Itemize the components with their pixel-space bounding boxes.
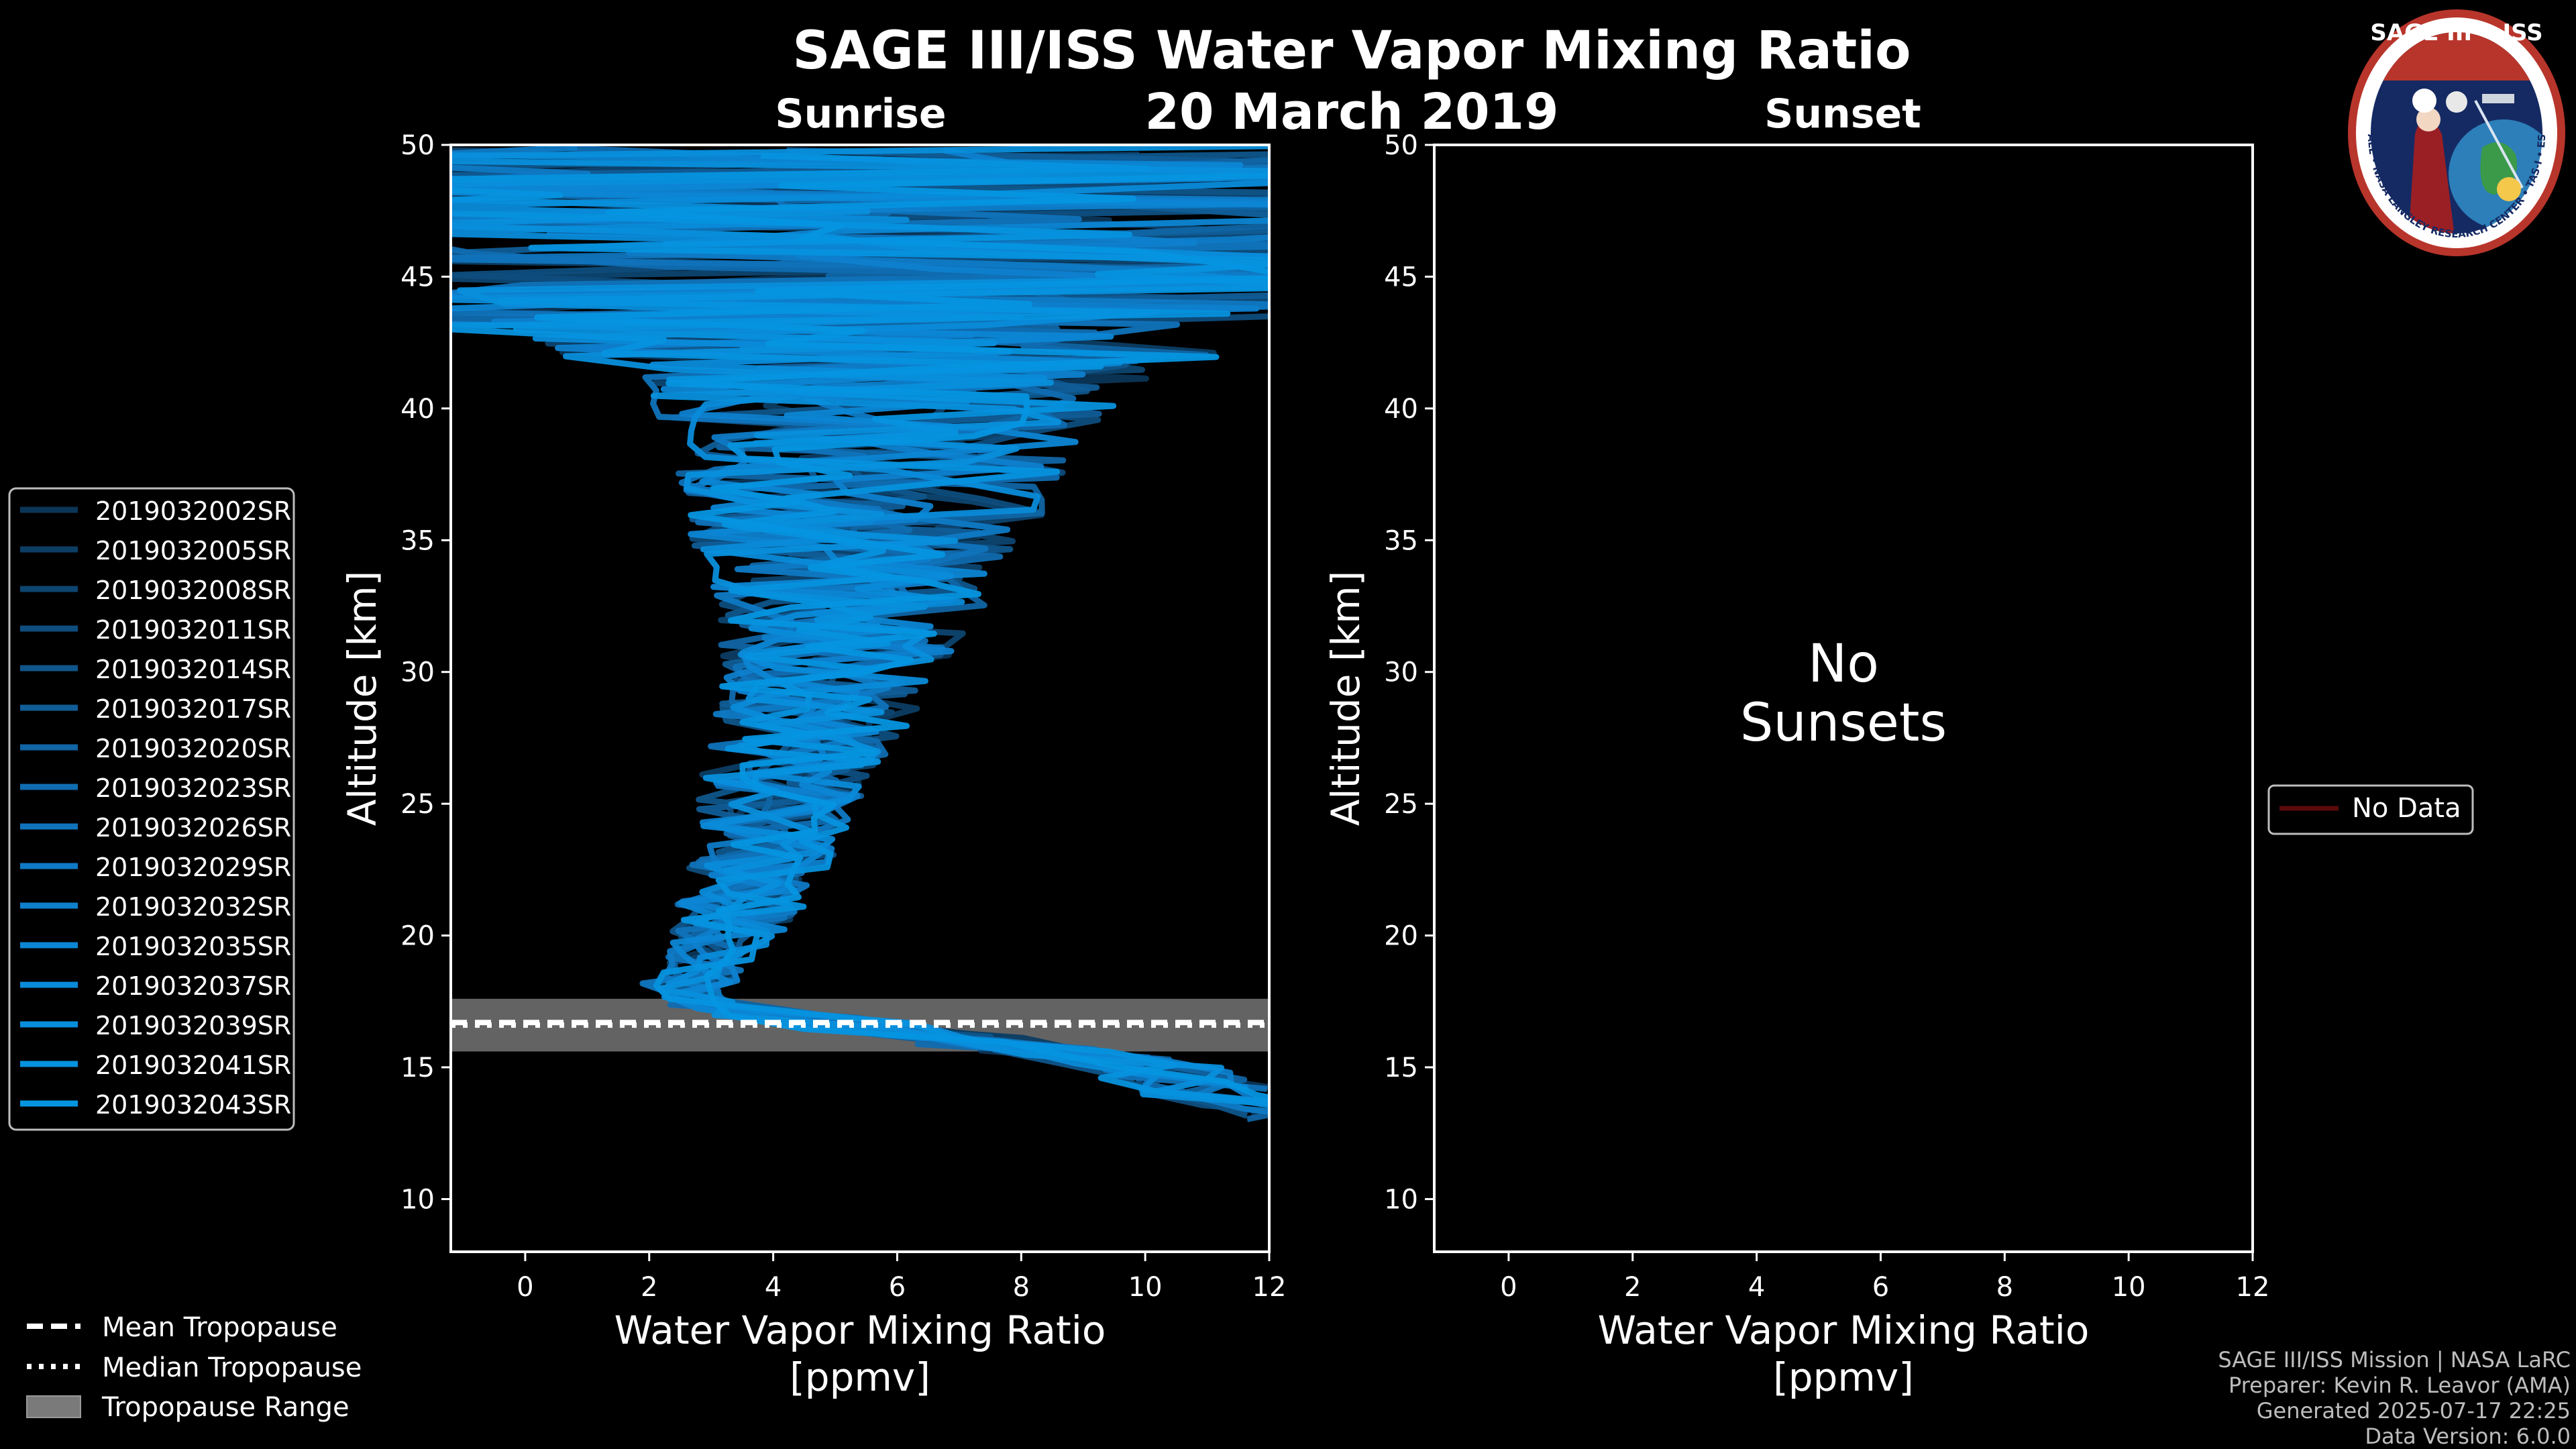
footer-line: Data Version: 6.0.0 bbox=[2365, 1424, 2571, 1449]
profile-line-2019032043SR bbox=[534, 172, 1269, 1101]
legend-label-2019032043SR: 2019032043SR bbox=[95, 1090, 291, 1120]
sunset-y-tick-label: 50 bbox=[1384, 130, 1418, 161]
sunset-subtitle: Sunset bbox=[1764, 91, 1921, 138]
legend-label-2019032037SR: 2019032037SR bbox=[95, 971, 291, 1001]
no-sunsets-annotation: No Sunsets bbox=[1740, 634, 1947, 753]
profile-line-2019032026SR bbox=[451, 164, 1269, 1092]
legend-label-2019032011SR: 2019032011SR bbox=[95, 615, 291, 645]
sunset-y-tick-label: 25 bbox=[1384, 789, 1418, 820]
sunrise-x-axis-label: Water Vapor Mixing Ratio [ppmv] bbox=[614, 1307, 1106, 1400]
sunrise-y-tick-label: 40 bbox=[400, 394, 435, 425]
sunset-y-tick-label: 15 bbox=[1384, 1053, 1418, 1083]
sunset-y-tick-label: 40 bbox=[1384, 394, 1418, 425]
sunrise-subtitle: Sunrise bbox=[775, 91, 946, 138]
sunrise-y-tick-label: 35 bbox=[400, 525, 435, 556]
sunset-legend-box bbox=[2267, 784, 2474, 835]
sunrise-y-tick-label: 15 bbox=[400, 1053, 435, 1083]
sunset-plot-frame bbox=[1433, 144, 2254, 1253]
sunrise-y-tick-label: 50 bbox=[400, 130, 435, 161]
footer-line: Preparer: Kevin R. Leavor (AMA) bbox=[2229, 1373, 2571, 1398]
sunset-y-tick-label: 20 bbox=[1384, 921, 1418, 952]
tropopause-legend: Mean Tropopause Median Tropopause Tropop… bbox=[26, 1312, 362, 1423]
sunset-x-tick-label: 4 bbox=[1748, 1272, 1765, 1303]
sunrise-x-tick-label: 6 bbox=[889, 1272, 906, 1303]
legend-label-2019032029SR: 2019032029SR bbox=[95, 853, 291, 882]
sunset-y-tick-label: 10 bbox=[1384, 1184, 1418, 1215]
sunset-x-axis-label: Water Vapor Mixing Ratio [ppmv] bbox=[1598, 1307, 2090, 1400]
tropopause-range-label: Tropopause Range bbox=[101, 1392, 350, 1423]
tropopause-range-swatch bbox=[26, 1395, 81, 1418]
sunrise-y-tick-label: 20 bbox=[400, 921, 435, 952]
footer-line: Generated 2025-07-17 22:25 bbox=[2257, 1398, 2571, 1424]
sunrise-x-tick-label: 2 bbox=[641, 1272, 657, 1303]
sunset-x-tick-label: 12 bbox=[2236, 1272, 2270, 1303]
sunset-x-tick-label: 8 bbox=[1996, 1272, 2013, 1303]
legend-label-2019032020SR: 2019032020SR bbox=[95, 734, 291, 763]
legend-label-2019032017SR: 2019032017SR bbox=[95, 694, 291, 724]
sunrise-legend: 2019032002SR 2019032005SR 2019032008SR 2019… bbox=[8, 487, 295, 1131]
legend-label-2019032035SR: 2019032035SR bbox=[95, 932, 291, 961]
sunrise-panel: 0 2 4 6 8 10 12 10 15 20 25 30 35 40 45 50 Altitude [km… bbox=[339, 130, 1287, 1400]
chart-title: SAGE III/ISS Water Vapor Mixing Ratio bbox=[792, 21, 1911, 81]
legend-label-2019032008SR: 2019032008SR bbox=[95, 576, 291, 605]
sunrise-y-tick-label: 30 bbox=[400, 657, 435, 688]
legend-label-2019032032SR: 2019032032SR bbox=[95, 892, 291, 922]
sunrise-x-tick-label: 8 bbox=[1013, 1272, 1030, 1303]
legend-label-2019032041SR: 2019032041SR bbox=[95, 1051, 291, 1080]
sunrise-legend-box bbox=[8, 487, 295, 1131]
legend-label-2019032014SR: 2019032014SR bbox=[95, 655, 291, 684]
sunset-legend: No Data bbox=[2267, 784, 2474, 835]
sunrise-plot-frame bbox=[449, 144, 1271, 1253]
footer-credits: SAGE III/ISS Mission | NASA LaRCPreparer… bbox=[2218, 1347, 2571, 1449]
chart-date: 20 March 2019 bbox=[1144, 83, 1558, 141]
legend-label-2019032002SR: 2019032002SR bbox=[95, 496, 291, 526]
sunrise-x-tick-label: 10 bbox=[1128, 1272, 1163, 1303]
sunrise-y-tick-label: 45 bbox=[400, 262, 435, 292]
profile-line-2019032041SR bbox=[451, 152, 1269, 1106]
sunset-y-tick-label: 45 bbox=[1384, 262, 1418, 292]
sunrise-y-tick-label: 10 bbox=[400, 1184, 435, 1215]
sunset-x-tick-label: 10 bbox=[2112, 1272, 2146, 1303]
legend-label-2019032005SR: 2019032005SR bbox=[95, 536, 291, 566]
legend-label-2019032026SR: 2019032026SR bbox=[95, 813, 291, 843]
sunrise-x-tick-label: 4 bbox=[765, 1272, 782, 1303]
sunset-y-axis-label: Altitude [km] bbox=[1323, 571, 1368, 826]
logo-top-text: SAGE III • ISS bbox=[2370, 19, 2542, 46]
mean-tropopause-label: Mean Tropopause bbox=[102, 1312, 337, 1343]
sunrise-x-tick-label: 12 bbox=[1252, 1272, 1287, 1303]
sunrise-y-axis-label: Altitude [km] bbox=[339, 571, 385, 826]
sunset-y-tick-label: 30 bbox=[1384, 657, 1418, 688]
no-data-legend-label: No Data bbox=[2352, 793, 2461, 824]
sunset-x-tick-label: 6 bbox=[1872, 1272, 1889, 1303]
legend-label-2019032039SR: 2019032039SR bbox=[95, 1011, 291, 1040]
sunrise-x-tick-label: 0 bbox=[517, 1272, 533, 1303]
sunrise-y-tick-label: 25 bbox=[400, 789, 435, 820]
sunset-x-tick-label: 2 bbox=[1624, 1272, 1641, 1303]
median-tropopause-label: Median Tropopause bbox=[102, 1352, 362, 1383]
legend-label-2019032023SR: 2019032023SR bbox=[95, 773, 291, 803]
sunset-y-tick-label: 35 bbox=[1384, 525, 1418, 556]
sunset-panel: 0 2 4 6 8 10 12 10 15 20 25 30 35 40 45 50 Altitude [km… bbox=[1323, 130, 2269, 1400]
sunset-x-tick-label: 0 bbox=[1500, 1272, 1517, 1303]
footer-line: SAGE III/ISS Mission | NASA LaRC bbox=[2218, 1347, 2571, 1373]
